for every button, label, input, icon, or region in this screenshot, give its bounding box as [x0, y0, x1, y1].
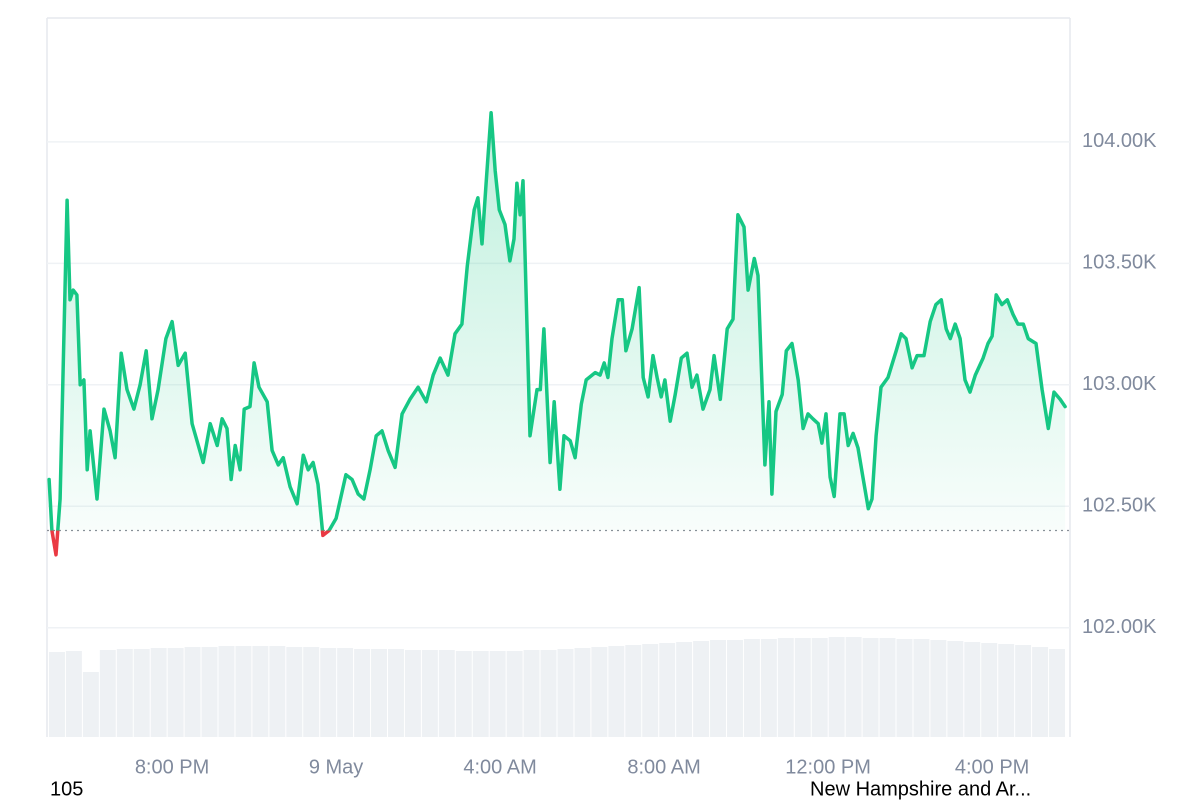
x-tick-label: 12:00 PM [785, 756, 871, 778]
volume-bar [116, 649, 133, 737]
volume-bar [659, 643, 676, 737]
volume-bar [201, 647, 218, 737]
footer-left: 105 [50, 778, 83, 800]
volume-bar [320, 648, 337, 737]
volume-bar [489, 651, 506, 737]
y-tick-label: 102.00K [1082, 616, 1157, 638]
volume-bar [845, 637, 862, 737]
volume-bar [981, 643, 998, 737]
x-tick-label: 4:00 AM [463, 756, 536, 778]
x-tick-label: 9 May [309, 756, 363, 778]
y-tick-label: 103.00K [1082, 373, 1157, 395]
volume-bar [438, 650, 455, 737]
volume-bar [794, 638, 811, 737]
volume-bar [404, 650, 421, 737]
volume-bar [930, 640, 947, 737]
volume-bar [557, 649, 574, 737]
y-tick-label: 102.50K [1082, 495, 1157, 517]
x-tick-label: 8:00 AM [627, 756, 700, 778]
x-tick-label: 4:00 PM [955, 756, 1029, 778]
volume-bar [337, 648, 354, 737]
volume-bar [184, 647, 201, 737]
volume-bar [99, 650, 116, 737]
grid: 102.00K 102.50K 103.00K 103.50K 104.00K 8:00 … [47, 130, 1157, 778]
volume-bar [49, 652, 65, 737]
area [49, 112, 1066, 531]
volume-bar [1049, 649, 1065, 737]
volume-bar [133, 649, 150, 737]
volume-bar [760, 639, 777, 737]
volume-bar [506, 651, 523, 737]
volume-bar [523, 650, 540, 737]
volume-bar [354, 649, 371, 737]
volume-bar [591, 647, 608, 737]
volume-bar [676, 642, 693, 737]
y-tick-label: 104.00K [1082, 130, 1157, 152]
x-tick-label: 8:00 PM [135, 756, 209, 778]
volume-bar [540, 650, 557, 737]
volume-bar [879, 638, 896, 737]
volume-bar [642, 644, 659, 737]
volume-bar [371, 649, 387, 737]
volume-bar [998, 644, 1015, 737]
volume-bar [421, 650, 438, 737]
volume-bar [472, 651, 489, 737]
volume-bar [896, 639, 913, 737]
volume-bar [727, 640, 743, 737]
y-tick-label: 103.50K [1082, 252, 1157, 274]
footer-right: New Hampshire and Ar... [810, 778, 1031, 800]
volume-bar [828, 637, 845, 737]
volume-bar [811, 638, 828, 737]
volume-bar [65, 651, 82, 737]
volume-bar [303, 647, 320, 737]
volume-bar [710, 640, 726, 737]
plot [47, 110, 1070, 557]
volume-bar [625, 645, 642, 737]
volume-bar [286, 647, 303, 737]
volume-bar [167, 648, 184, 737]
volume-bar [388, 649, 404, 737]
volume-bar [693, 641, 710, 737]
volume-bar [1032, 647, 1049, 737]
volume-bar [1015, 645, 1032, 737]
volume-bar [150, 648, 167, 737]
volume-bar [964, 642, 981, 737]
volume-bar [235, 646, 252, 737]
volume-bar [608, 646, 625, 737]
volume-bar [574, 648, 591, 737]
volume-bars [49, 637, 1065, 737]
volume-bar [269, 646, 286, 737]
volume-bar [743, 639, 760, 737]
volume-bar [913, 639, 930, 737]
volume-bar [455, 651, 472, 737]
volume-bar [82, 672, 99, 737]
volume-bar [777, 638, 794, 737]
volume-bar [252, 646, 269, 737]
price-line [47, 110, 1067, 557]
volume-bar [218, 646, 235, 737]
volume-bar [862, 638, 879, 737]
volume-bar [947, 641, 964, 737]
